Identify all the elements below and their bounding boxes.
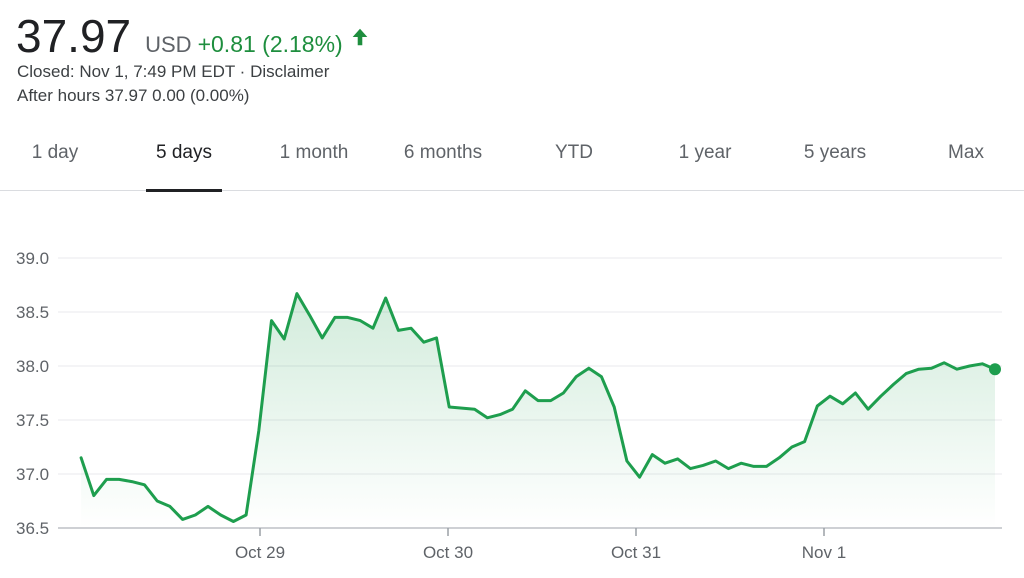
separator: · bbox=[234, 62, 251, 81]
tab-5-days-label: 5 days bbox=[156, 142, 212, 163]
x-tick-label: Oct 31 bbox=[611, 543, 661, 562]
active-tab-indicator bbox=[146, 189, 222, 192]
currency: USD bbox=[145, 32, 192, 57]
y-tick-label: 38.0 bbox=[16, 357, 49, 376]
range-tabs: 1 day 5 days 1 month 6 months YTD 1 year… bbox=[0, 124, 1024, 192]
y-tick-label: 36.5 bbox=[16, 519, 49, 538]
tab-5-years[interactable]: 5 years bbox=[803, 142, 867, 163]
tab-1-month[interactable]: 1 month bbox=[279, 142, 349, 163]
market-status: Closed: Nov 1, 7:49 PM EDT · Disclaimer bbox=[17, 62, 329, 82]
y-axis-labels: 39.0 38.5 38.0 37.5 37.0 36.5 bbox=[16, 249, 49, 538]
last-price-dot bbox=[989, 363, 1001, 376]
price: 37.97 bbox=[16, 10, 132, 62]
price-line bbox=[79, 292, 997, 523]
x-axis-ticks: Oct 29 Oct 30 Oct 31 Nov 1 bbox=[235, 528, 846, 562]
tab-1-year[interactable]: 1 year bbox=[678, 142, 732, 163]
price-change: +0.81 (2.18%) bbox=[197, 31, 343, 57]
x-tick-label: Oct 29 bbox=[235, 543, 285, 562]
tab-1-day[interactable]: 1 day bbox=[31, 142, 79, 163]
price-chart[interactable]: 39.038.538.037.537.036.5 Oct 29 Oct 30 Oct… bbox=[0, 192, 1024, 578]
y-tick-label: 38.5 bbox=[16, 303, 49, 322]
tab-6-months[interactable]: 6 months bbox=[403, 142, 483, 163]
tab-ytd[interactable]: YTD bbox=[555, 142, 593, 163]
quote-header: 37.97 USD +0.81 (2.18%) bbox=[16, 6, 371, 66]
tab-5-days[interactable]: 5 days bbox=[146, 124, 222, 192]
y-tick-label: 37.0 bbox=[16, 465, 49, 484]
x-tick-label: Oct 30 bbox=[423, 543, 473, 562]
after-hours: After hours 37.97 0.00 (0.00%) bbox=[17, 86, 250, 105]
y-tick-label: 37.5 bbox=[16, 411, 49, 430]
x-tick-label: Nov 1 bbox=[802, 543, 846, 562]
arrow-up-icon bbox=[352, 28, 368, 46]
closed-label: Closed: Nov 1, 7:49 PM EDT bbox=[17, 62, 235, 81]
tab-max[interactable]: Max bbox=[948, 142, 984, 163]
area-fill bbox=[81, 293, 996, 528]
disclaimer-link[interactable]: Disclaimer bbox=[250, 62, 330, 81]
y-tick-label: 39.0 bbox=[16, 249, 49, 268]
